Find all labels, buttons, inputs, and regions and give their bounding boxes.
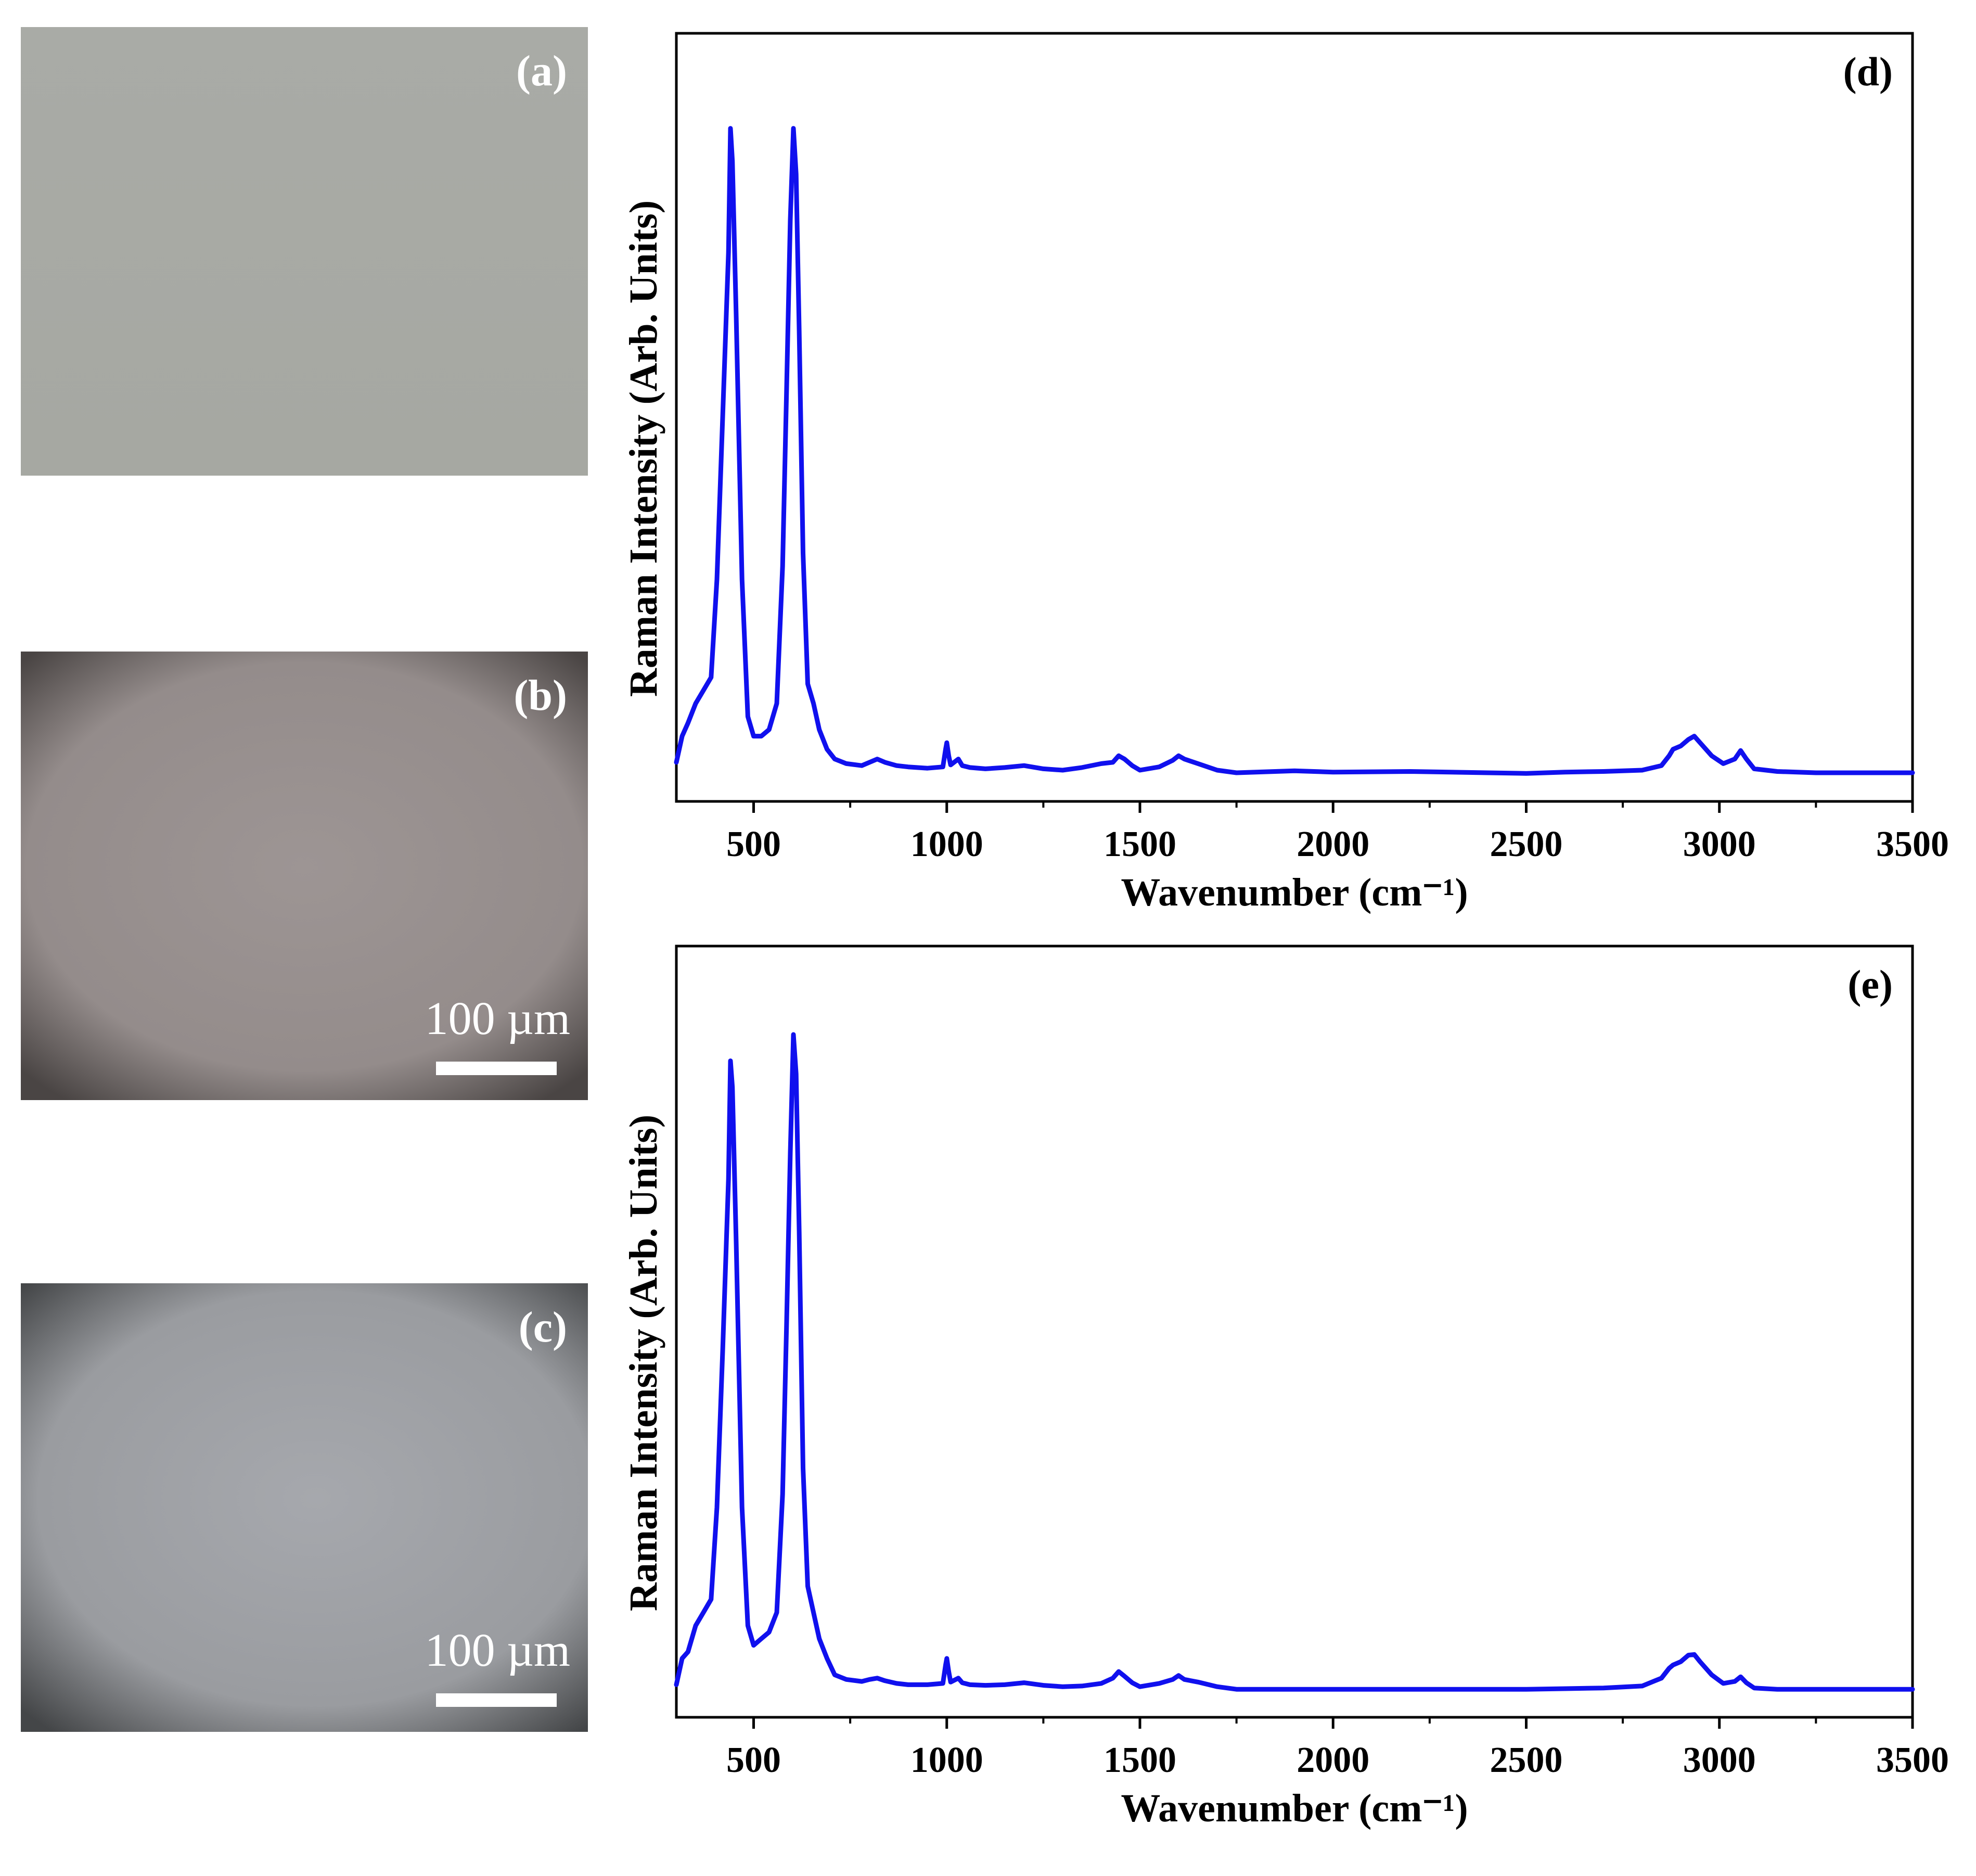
photo-label-c: (c) — [518, 1303, 567, 1351]
chart-e: 500 1000 1500 2000 2500 3000 3500 Wavenumber (c… — [622, 945, 1949, 1830]
scale-bar-b — [436, 1062, 557, 1075]
plot-frame — [675, 945, 1914, 1719]
scale-bar-c — [436, 1693, 557, 1707]
photo-label-b: (b) — [514, 671, 567, 720]
scale-bar-label-c: 100 µm — [425, 1625, 570, 1676]
micrograph-b: (b) 100 µm — [21, 652, 588, 1100]
x-axis-title: Wavenumber (cm⁻¹) — [1121, 871, 1468, 914]
x-tick-label: 500 — [726, 824, 781, 864]
raman-spectrum-line — [674, 1032, 1915, 1692]
x-tick-label: 1500 — [1104, 1740, 1176, 1780]
scale-bar-label-b: 100 µm — [425, 993, 570, 1044]
x-axis-title: Wavenumber (cm⁻¹) — [1121, 1786, 1468, 1830]
micrograph-a: (a) — [21, 27, 588, 476]
x-tick-label: 3500 — [1876, 1740, 1949, 1780]
x-tick-label: 3000 — [1683, 824, 1756, 864]
raman-spectrum-line — [674, 126, 1915, 776]
plot-frame — [675, 32, 1914, 803]
x-tick-label: 1000 — [910, 824, 983, 864]
x-tick-label: 2000 — [1297, 1740, 1369, 1780]
photo-label-a: (a) — [516, 47, 567, 95]
micrograph-c: (c) 100 µm — [21, 1283, 588, 1732]
x-tick-label: 2500 — [1490, 824, 1563, 864]
x-tick-label: 2000 — [1297, 824, 1369, 864]
x-tick-label: 500 — [726, 1740, 781, 1780]
x-tick-label: 3000 — [1683, 1740, 1756, 1780]
y-axis-title: Raman Intensity (Arb. Units) — [622, 1115, 665, 1611]
x-tick-label: 1000 — [910, 1740, 983, 1780]
y-axis-title: Raman Intensity (Arb. Units) — [622, 200, 665, 697]
panel-label: (e) — [1847, 962, 1893, 1007]
panel-label: (d) — [1843, 49, 1893, 94]
x-tick-label: 2500 — [1490, 1740, 1563, 1780]
chart-d: 500 1000 1500 2000 2500 3000 3500 Wavenumber (c… — [622, 32, 1949, 914]
x-tick-label: 1500 — [1104, 824, 1176, 864]
x-tick-label: 3500 — [1876, 824, 1949, 864]
